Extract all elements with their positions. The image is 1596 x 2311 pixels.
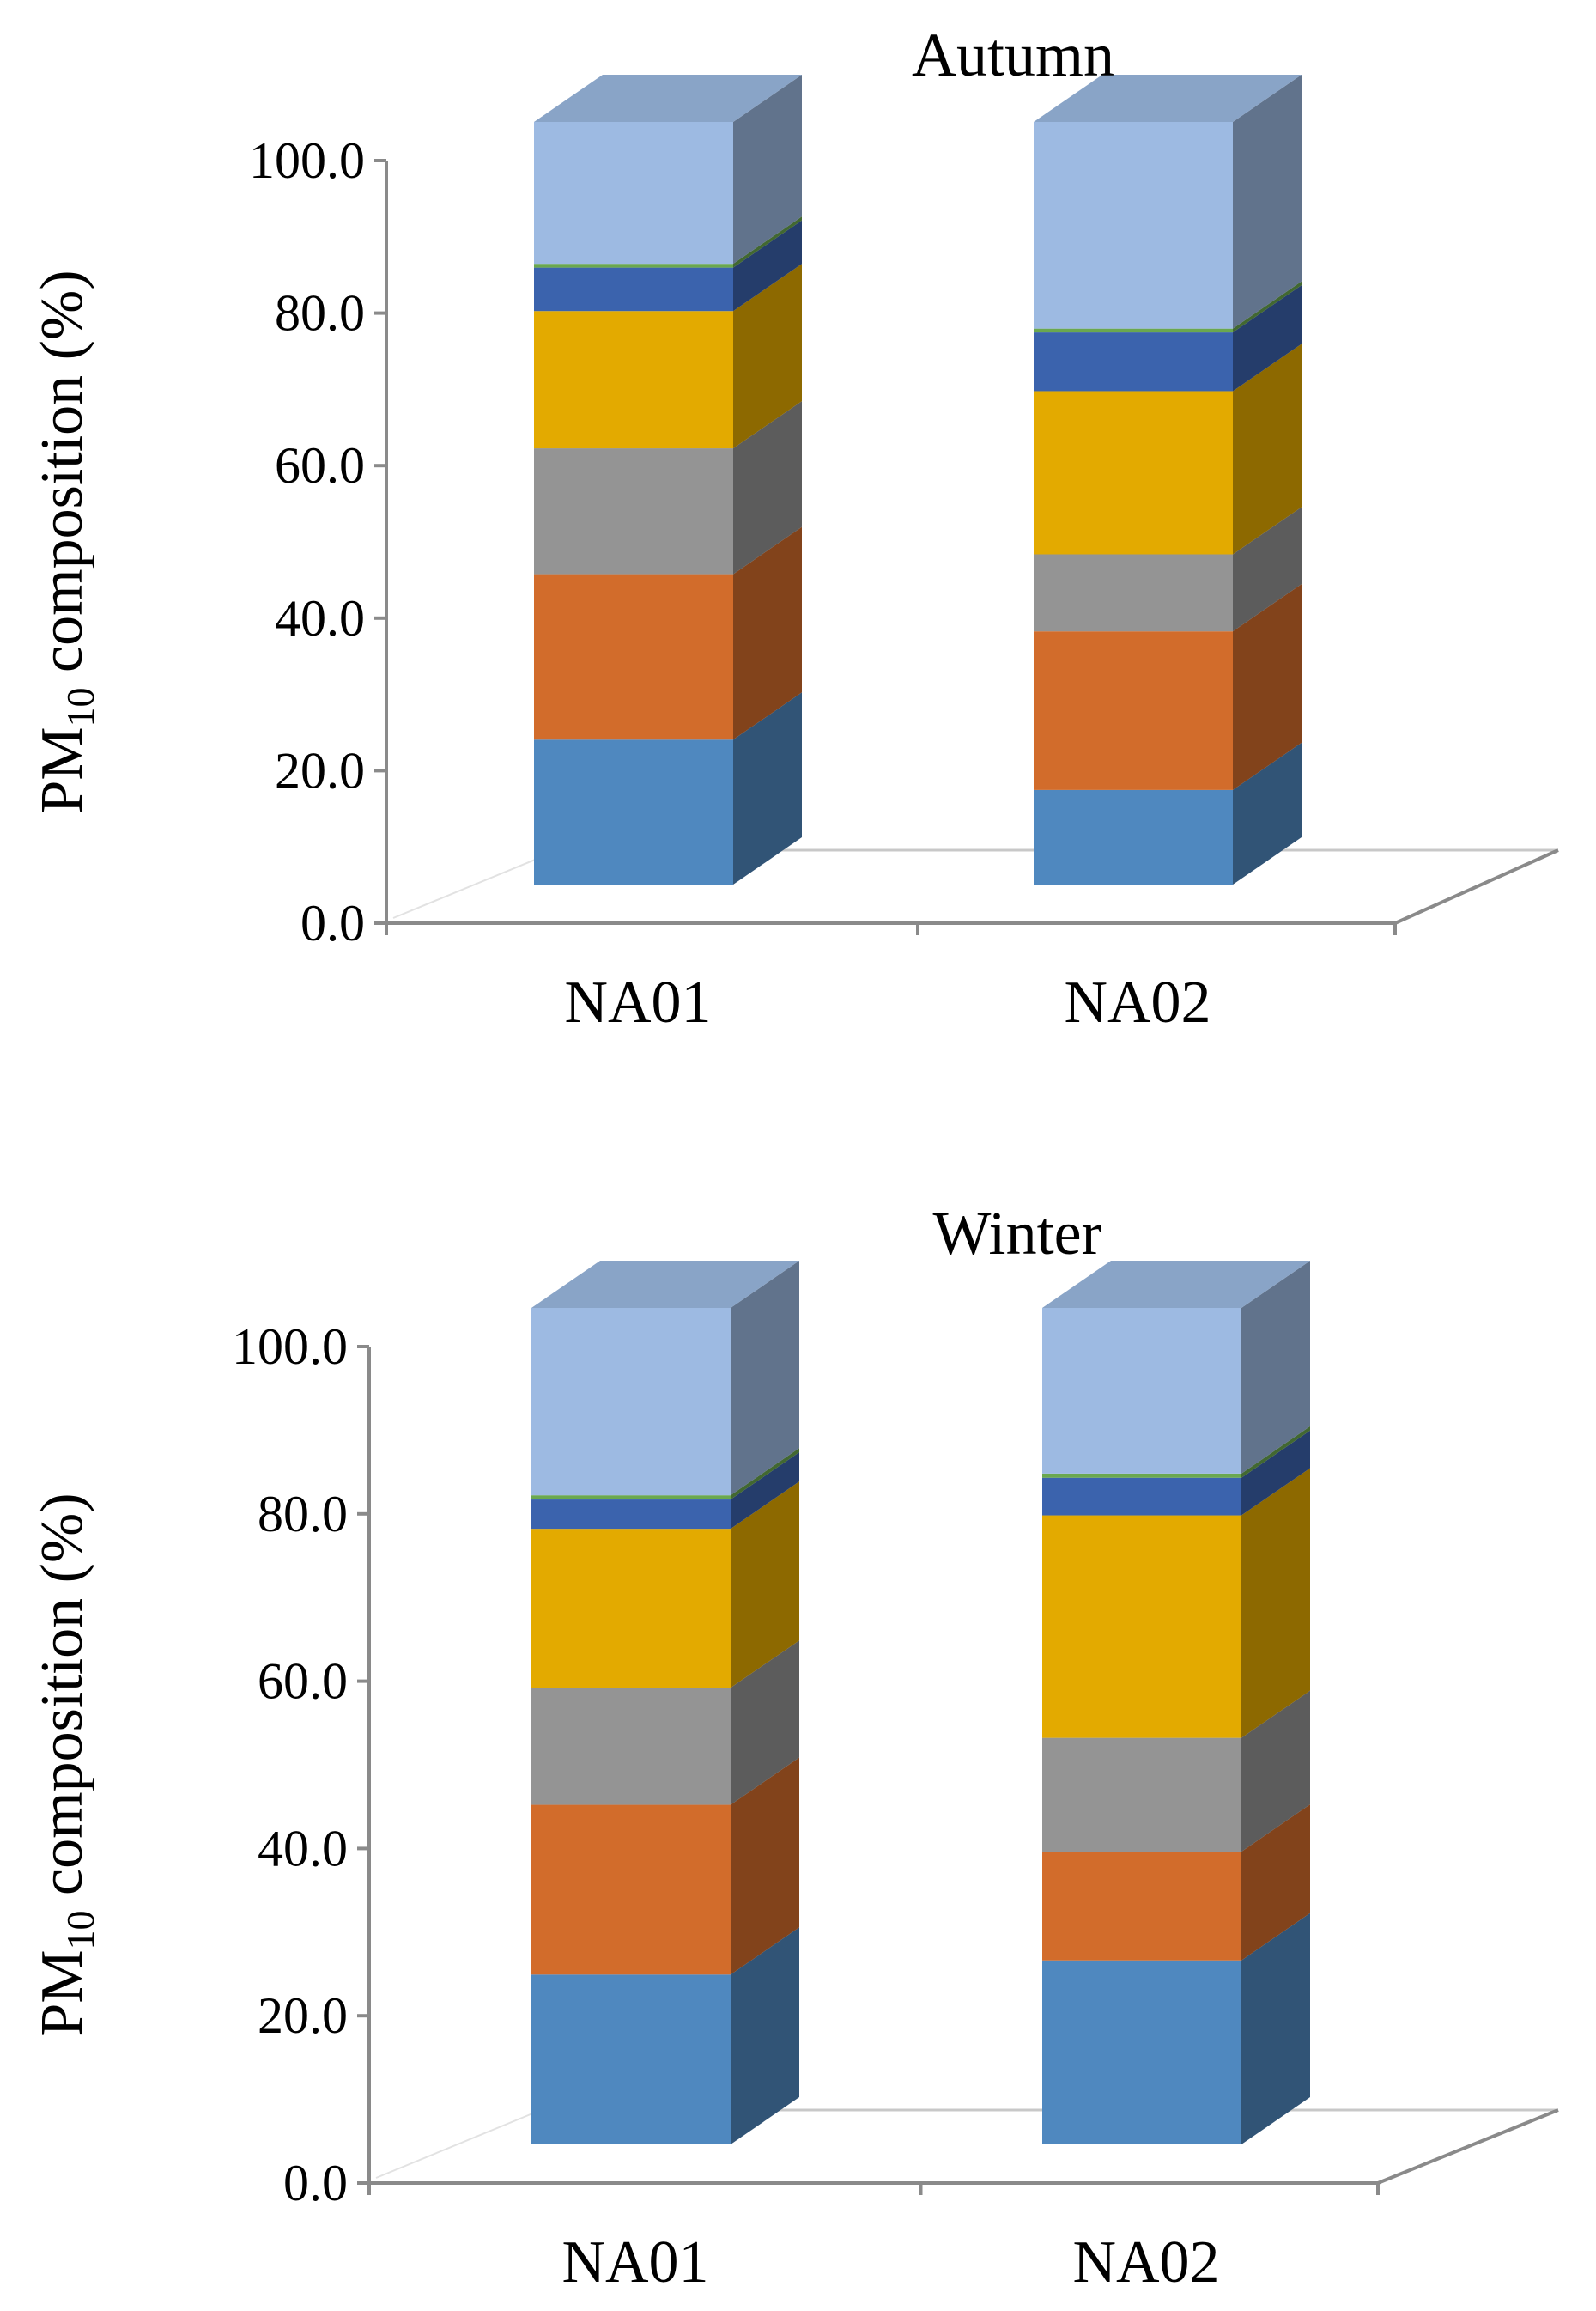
bar-segment-component-7 [1042,1308,1241,1474]
bar-segment-side-component-7 [1241,1261,1310,1474]
bar-top-face [1042,1261,1310,1308]
chart-title: Autumn [912,21,1114,89]
chart-title: Winter [932,1199,1101,1268]
bar-segment-component-4 [1042,1515,1241,1738]
bar-segment-component-4 [534,311,733,449]
bar-segment-component-7 [1034,122,1233,329]
bar-segment-component-6 [1042,1473,1241,1478]
y-tick-label: 40.0 [258,1820,348,1876]
bar-segment-side-component-4 [731,1481,799,1688]
y-tick-label: 0.0 [300,895,365,952]
bar-segment-side-component-6 [1241,1426,1310,1478]
bar-segment-component-7 [531,1308,731,1496]
floor-right-edge [1394,848,1559,925]
bar-segment-side-component-4 [1241,1468,1310,1738]
bar-segment-side-component-7 [733,75,802,265]
bar-segment-side-component-7 [1233,75,1302,329]
bar-segment-component-7 [534,122,733,265]
bar-segment-component-1 [531,1974,731,2144]
bar-segment-side-component-5 [733,220,802,312]
bar-segment-side-component-4 [733,264,802,449]
bar-segment-side-component-6 [733,216,802,268]
bar-segment-component-3 [534,448,733,575]
bar-segment-component-5 [1042,1477,1241,1516]
floor-left-edge [392,849,559,919]
y-tick-label: 100.0 [232,1318,348,1375]
y-tick-label: 80.0 [258,1486,348,1542]
bar-top-face [1034,75,1302,122]
bar-segment-component-2 [531,1804,731,1975]
bar-segment-side-component-3 [1241,1690,1310,1852]
bar-segment-side-component-5 [1233,285,1302,392]
bar-segment-component-4 [531,1529,731,1688]
y-tick-label: 100.0 [249,132,365,189]
y-tick-label: 0.0 [283,2155,348,2211]
bar-segment-side-component-2 [731,1757,799,1975]
bar-segment-side-component-1 [1233,742,1302,885]
bar-segment-side-component-3 [733,401,802,575]
bar-segment-side-component-5 [731,1452,799,1530]
bar-segment-component-2 [1042,1852,1241,1961]
chart-panel-autumn: 0.0 20.0 40.0 60.0 80.0 100.0 NA01 NA02 Autumn PM… [29,21,1559,1036]
floor-right-edge [1377,2108,1559,2185]
bar-segment-component-3 [531,1688,731,1805]
y-tick-label: 60.0 [258,1653,348,1710]
y-axis-label: PM10 composition (%) [29,1493,102,2036]
bar-segment-side-component-4 [1233,344,1302,555]
bar-segment-component-6 [531,1495,731,1500]
bar-segment-side-component-3 [731,1640,799,1805]
bar-stack-na02 [1042,1261,1310,2144]
bar-segment-side-component-1 [1241,1913,1310,2144]
y-tick-label: 40.0 [275,590,365,647]
y-tick-label: 20.0 [275,742,365,799]
bar-segment-side-component-2 [1241,1804,1310,1961]
bar-segment-component-2 [534,574,733,740]
bar-segment-component-3 [1042,1737,1241,1852]
bar-segment-side-component-3 [1233,507,1302,632]
y-tick-label: 60.0 [275,437,365,494]
bar-segment-component-1 [534,739,733,885]
bar-segment-component-3 [1034,554,1233,632]
bar-segment-side-component-6 [731,1448,799,1500]
x-category-label: NA01 [561,2229,708,2296]
bar-top-face [531,1261,799,1308]
chart-panel-winter: 0.0 20.0 40.0 60.0 80.0 100.0 NA01 NA02 Winter PM… [29,1199,1559,2296]
bar-segment-component-4 [1034,391,1233,555]
bar-segment-side-component-2 [1233,584,1302,790]
bar-segment-side-component-6 [1233,281,1302,333]
x-category-label: NA01 [564,970,711,1036]
bar-segment-side-component-7 [731,1261,799,1496]
y-axis-label: PM10 composition (%) [29,270,102,813]
bar-segment-component-6 [534,264,733,268]
floor-left-edge [375,2109,542,2179]
x-category-label: NA02 [1064,970,1211,1036]
bar-segment-side-component-1 [733,692,802,885]
bar-segment-component-6 [1034,328,1233,333]
bar-segment-side-component-1 [731,1927,799,2144]
x-category-label: NA02 [1072,2229,1219,2296]
bar-stack-na01 [531,1261,799,2144]
bar-segment-side-component-5 [1241,1430,1310,1516]
bar-segment-component-5 [534,267,733,312]
bar-segment-component-1 [1034,789,1233,885]
bar-segment-component-2 [1034,631,1233,790]
bar-segment-component-5 [1034,332,1233,392]
y-tick-label: 20.0 [258,1987,348,2044]
bar-segment-component-1 [1042,1960,1241,2144]
bar-stack-na02 [1034,75,1302,885]
bar-segment-side-component-2 [733,526,802,740]
y-tick-label: 80.0 [275,285,365,342]
bar-stack-na01 [534,75,802,885]
bar-top-face [534,75,802,122]
bar-segment-component-5 [531,1499,731,1530]
